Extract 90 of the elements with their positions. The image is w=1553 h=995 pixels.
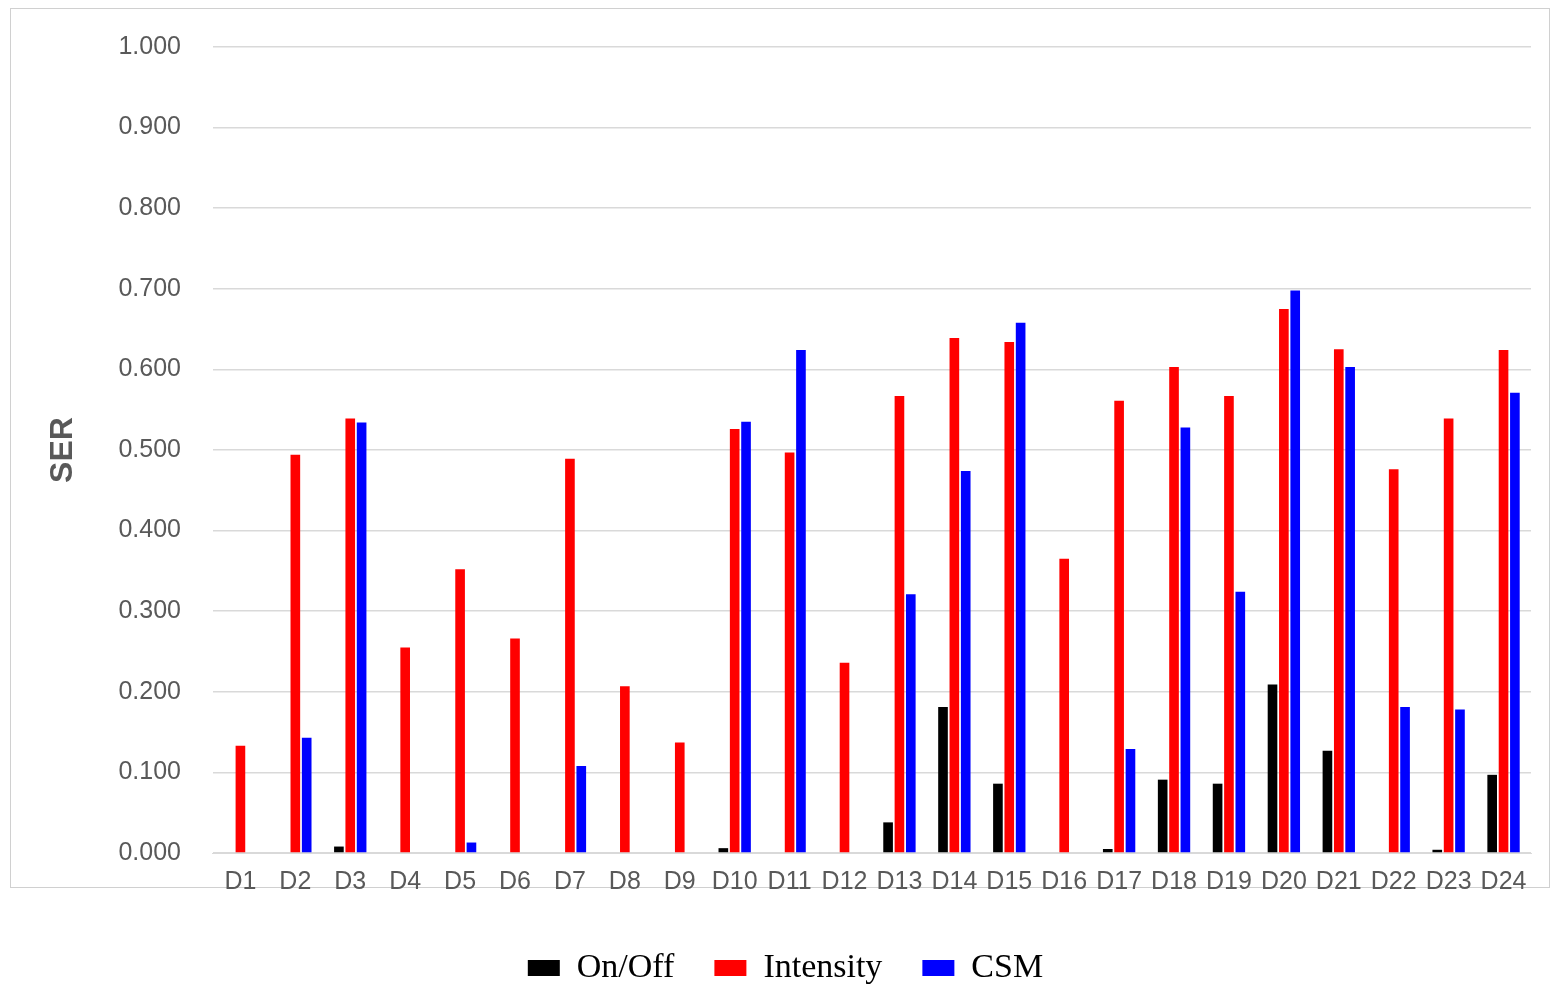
bar (290, 454, 301, 853)
bar (455, 569, 465, 853)
x-tick-label: D1 (224, 865, 257, 894)
legend-label: On/Off (576, 946, 676, 984)
bar (620, 686, 630, 853)
y-tick-label: 0.600 (118, 353, 181, 382)
x-tick-label: D8 (608, 865, 641, 894)
y-tick-label: 0.300 (118, 595, 181, 624)
bar (400, 647, 410, 853)
bar (905, 594, 916, 853)
bar (1388, 469, 1399, 853)
bar (510, 638, 520, 853)
x-tick-label: D6 (499, 865, 531, 894)
bar (1487, 774, 1498, 853)
bar (1498, 350, 1509, 853)
bar (301, 737, 312, 853)
x-tick-label: D16 (1041, 865, 1088, 894)
bar (718, 848, 729, 853)
bar (1102, 848, 1113, 853)
bar (1279, 308, 1289, 853)
bar (1235, 591, 1246, 853)
bar (1114, 400, 1124, 853)
x-tick-label: D3 (334, 865, 367, 894)
bar (741, 421, 751, 853)
legend-label: CSM (971, 946, 1044, 984)
x-tick-label: D7 (553, 865, 586, 894)
x-tick-label: D9 (663, 865, 696, 894)
y-tick-label: 0.800 (118, 192, 181, 221)
legend-label: Intensity (763, 946, 883, 984)
x-tick-label: D2 (279, 865, 312, 894)
bar (1212, 783, 1223, 853)
y-tick-label: 0.900 (118, 111, 181, 140)
x-tick-label: D15 (986, 865, 1033, 894)
x-tick-label: D24 (1480, 865, 1527, 894)
x-tick-label: D13 (876, 865, 923, 894)
y-tick-label: 0.700 (118, 272, 181, 301)
x-tick-label: D18 (1151, 865, 1197, 894)
y-axis-title: SER (43, 417, 80, 483)
x-tick-label: D22 (1370, 865, 1417, 894)
bar (1180, 427, 1191, 853)
x-tick-label: D21 (1315, 865, 1362, 894)
bar (883, 822, 893, 853)
x-tick-label: D11 (767, 865, 812, 894)
x-tick-label: D14 (931, 865, 978, 894)
bar (674, 742, 685, 853)
bar (334, 846, 344, 853)
bar (839, 662, 850, 853)
x-tick-label: D12 (821, 865, 868, 894)
bar (1455, 709, 1465, 853)
y-tick-label: 1.000 (118, 30, 181, 59)
x-tick-label: D4 (389, 865, 422, 894)
bar (1059, 558, 1070, 853)
bar (1322, 750, 1333, 853)
x-tick-label: D19 (1206, 865, 1252, 894)
bar (1345, 366, 1355, 853)
bar (1125, 749, 1136, 853)
y-tick-label: 0.100 (118, 756, 181, 785)
bar (938, 707, 948, 853)
bar (784, 452, 795, 853)
bar (565, 458, 575, 853)
bar (796, 350, 806, 853)
x-tick-label: D17 (1096, 865, 1143, 894)
y-tick-label: 0.000 (118, 836, 181, 865)
x-tick-label: D10 (711, 865, 758, 894)
bar (1169, 366, 1179, 853)
bar (1510, 392, 1520, 853)
bar (729, 429, 740, 853)
y-tick-label: 0.500 (118, 433, 181, 462)
x-tick-label: D5 (444, 865, 477, 894)
bar (1290, 290, 1301, 853)
bar (1004, 342, 1015, 853)
bar (1443, 418, 1454, 853)
bar (1015, 322, 1026, 853)
bar (356, 422, 367, 853)
bar (1267, 684, 1278, 853)
y-tick-label: 0.400 (118, 514, 181, 543)
bar (1333, 349, 1344, 853)
bar (960, 470, 971, 853)
bar (235, 745, 246, 853)
bar (1224, 396, 1234, 853)
bar (949, 337, 960, 853)
bar (894, 396, 905, 853)
bar (345, 418, 356, 853)
x-tick-label: D23 (1425, 865, 1472, 894)
bar (576, 765, 587, 853)
bar (993, 783, 1003, 853)
y-tick-label: 0.200 (118, 675, 181, 704)
bar (1400, 707, 1410, 853)
bar (1157, 779, 1168, 853)
x-tick-label: D20 (1260, 865, 1307, 894)
